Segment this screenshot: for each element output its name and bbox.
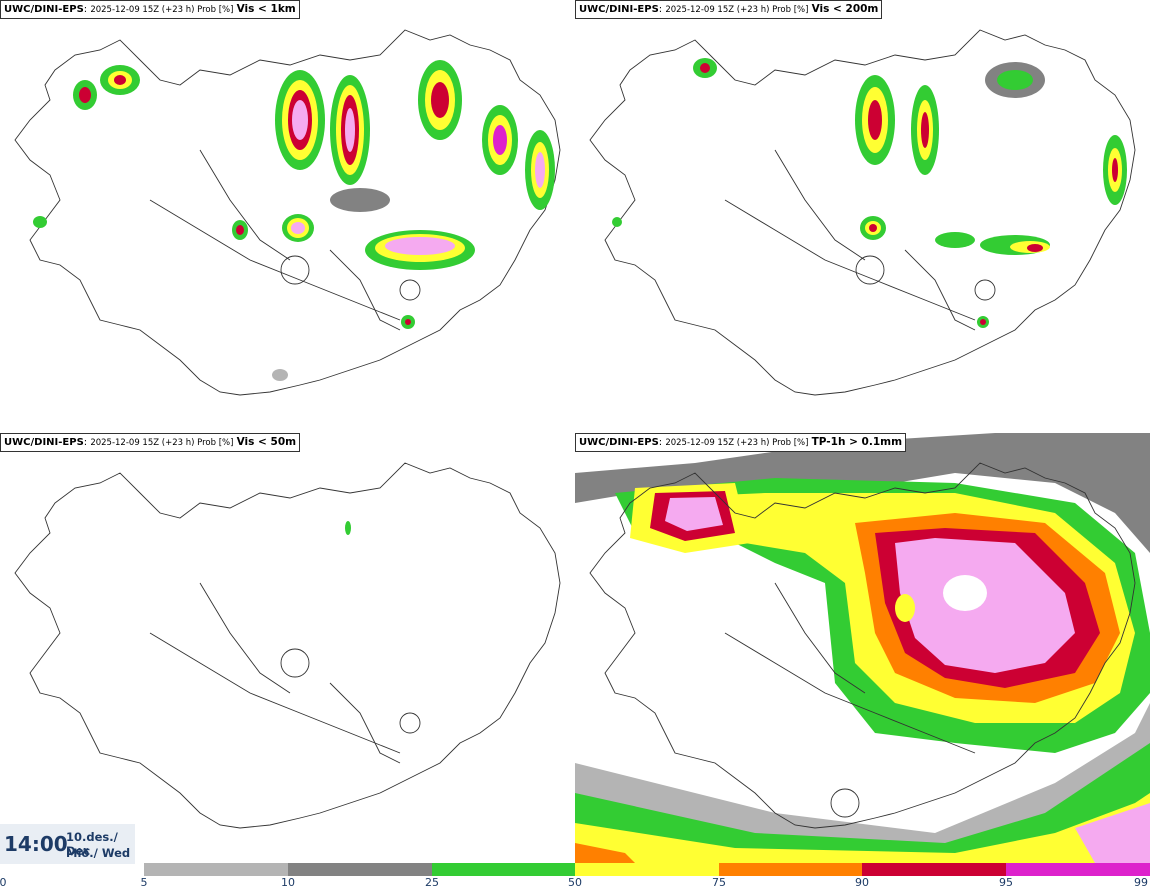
map-vis-1km (14, 29, 561, 396)
threshold-label: Vis < 1km (236, 3, 296, 15)
model-name: UWC/DINI-EPS (579, 4, 659, 15)
colorbar-segment-10-25 (288, 863, 432, 876)
run-info: 2025-12-09 15Z (+23 h) Prob [%] (90, 438, 234, 448)
probability-fill-vis-50m (345, 521, 351, 535)
map-panel-precip: UWC/DINI-EPS: 2025-12-09 15Z (+23 h) Pro… (575, 433, 1150, 863)
colorbar-segment-25-50 (432, 863, 575, 876)
map-vis-200m (589, 29, 1136, 396)
colorbar-tick-25: 25 (425, 876, 439, 889)
map-panel-vis-200m: UWC/DINI-EPS: 2025-12-09 15Z (+23 h) Pro… (575, 0, 1150, 430)
map-vis-50m (14, 462, 561, 829)
panel-title: UWC/DINI-EPS: 2025-12-09 15Z (+23 h) Pro… (0, 433, 301, 452)
panel-title: UWC/DINI-EPS: 2025-12-09 15Z (+23 h) Pro… (0, 0, 300, 19)
iceland-coastline (589, 462, 1136, 829)
probability-fill-precip (575, 433, 1150, 863)
colorbar-tick-99: 99 (1134, 876, 1148, 889)
colorbar-tick-75: 75 (712, 876, 726, 889)
colorbar-tick-5: 5 (140, 876, 148, 889)
model-name: UWC/DINI-EPS (579, 437, 659, 448)
iceland-coastline (14, 29, 561, 396)
threshold-label: Vis < 50m (236, 436, 297, 448)
iceland-coastline (14, 462, 561, 829)
colorbar-segment-5-10 (144, 863, 288, 876)
map-precip (575, 433, 1150, 863)
colorbar-tick-0: 0 (0, 876, 7, 889)
colorbar-segment-50-75 (575, 863, 719, 876)
threshold-label: Vis < 200m (811, 3, 879, 15)
colorbar-segment-75-90 (719, 863, 862, 876)
model-name: UWC/DINI-EPS (4, 4, 84, 15)
valid-date: 10.des./ Dec (66, 830, 118, 858)
run-info: 2025-12-09 15Z (+23 h) Prob [%] (665, 5, 809, 15)
probability-colorbar (144, 863, 1150, 876)
run-info: 2025-12-09 15Z (+23 h) Prob [%] (90, 5, 234, 15)
probability-fill-vis-200m (612, 58, 1127, 328)
valid-time-box: 14:00 10.des./ Dec Mið./ Wed (0, 824, 135, 864)
colorbar-tick-95: 95 (999, 876, 1013, 889)
colorbar-tick-10: 10 (281, 876, 295, 889)
valid-weekday: Mið./ Wed (66, 846, 131, 860)
map-panel-vis-1km: UWC/DINI-EPS: 2025-12-09 15Z (+23 h) Pro… (0, 0, 575, 430)
run-info: 2025-12-09 15Z (+23 h) Prob [%] (665, 438, 809, 448)
model-name: UWC/DINI-EPS (4, 437, 84, 448)
panel-title: UWC/DINI-EPS: 2025-12-09 15Z (+23 h) Pro… (575, 433, 907, 452)
iceland-coastline (589, 29, 1136, 396)
threshold-label: TP-1h > 0.1mm (811, 436, 903, 448)
colorbar-segment-90-95 (862, 863, 1006, 876)
colorbar-tick-90: 90 (855, 876, 869, 889)
map-panel-vis-50m: UWC/DINI-EPS: 2025-12-09 15Z (+23 h) Pro… (0, 433, 575, 863)
panel-title: UWC/DINI-EPS: 2025-12-09 15Z (+23 h) Pro… (575, 0, 883, 19)
colorbar-tick-50: 50 (568, 876, 582, 889)
valid-hour: 14:00 (4, 832, 68, 856)
colorbar-segment-95-99 (1006, 863, 1150, 876)
probability-fill-vis-1km (33, 60, 555, 381)
